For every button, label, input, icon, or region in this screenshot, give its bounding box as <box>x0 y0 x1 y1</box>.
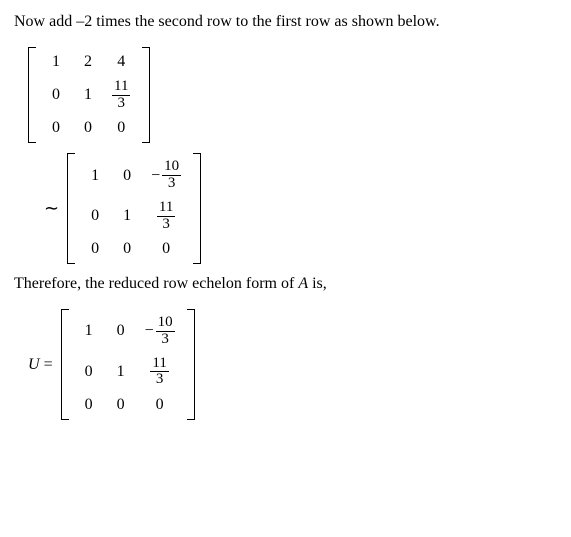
matrix-block-3: U = 10−10301113000 <box>28 309 557 420</box>
matrix-cell: 0 <box>72 115 104 141</box>
matrix-cell: −103 <box>137 311 183 352</box>
matrix-cell: 113 <box>137 352 183 393</box>
row-equiv-symbol: ∼ <box>44 198 63 219</box>
matrix-block-1: 12401113000 <box>28 47 557 144</box>
intro-text-b: –2 <box>76 13 92 30</box>
matrix-cell: 113 <box>104 75 138 116</box>
matrix-2: 10−10301113000 <box>67 153 201 264</box>
matrix-cell: 0 <box>143 236 189 262</box>
matrix-cell: 0 <box>73 392 105 418</box>
matrix-cell: 0 <box>40 75 72 116</box>
matrix-cell: 0 <box>40 115 72 141</box>
equation-lhs: U = <box>28 356 57 374</box>
matrix-block-2: ∼ 10−10301113000 <box>44 153 557 264</box>
matrix-cell: 1 <box>40 49 72 75</box>
matrix-cell: 0 <box>111 236 143 262</box>
matrix-cell: −103 <box>143 155 189 196</box>
matrix-cell: 113 <box>143 196 189 237</box>
matrix-cell: 0 <box>79 236 111 262</box>
matrix-cell: 0 <box>104 115 138 141</box>
matrix-cell: 0 <box>79 196 111 237</box>
matrix-cell: 0 <box>105 311 137 352</box>
matrix-cell: 0 <box>73 352 105 393</box>
symbol-U: U <box>28 356 40 374</box>
matrix-cell: 1 <box>73 311 105 352</box>
conclusion-paragraph: Therefore, the reduced row echelon form … <box>14 274 557 295</box>
matrix-cell: 1 <box>111 196 143 237</box>
matrix-cell: 1 <box>79 155 111 196</box>
equals-sign: = <box>44 356 53 374</box>
intro-text-a: Now add <box>14 13 76 30</box>
matrix-name-A: A <box>298 275 308 292</box>
matrix-1: 12401113000 <box>28 47 150 144</box>
matrix-3: 10−10301113000 <box>61 309 195 420</box>
matrix-cell: 1 <box>72 75 104 116</box>
matrix-cell: 4 <box>104 49 138 75</box>
conclusion-text-c: is, <box>308 275 327 292</box>
matrix-cell: 1 <box>105 352 137 393</box>
matrix-cell: 0 <box>111 155 143 196</box>
matrix-cell: 2 <box>72 49 104 75</box>
intro-paragraph: Now add –2 times the second row to the f… <box>14 12 557 33</box>
matrix-cell: 0 <box>137 392 183 418</box>
conclusion-text-a: Therefore, the reduced row echelon form … <box>14 275 298 292</box>
intro-text-c: times the second row to the first row as… <box>92 13 439 30</box>
matrix-cell: 0 <box>105 392 137 418</box>
